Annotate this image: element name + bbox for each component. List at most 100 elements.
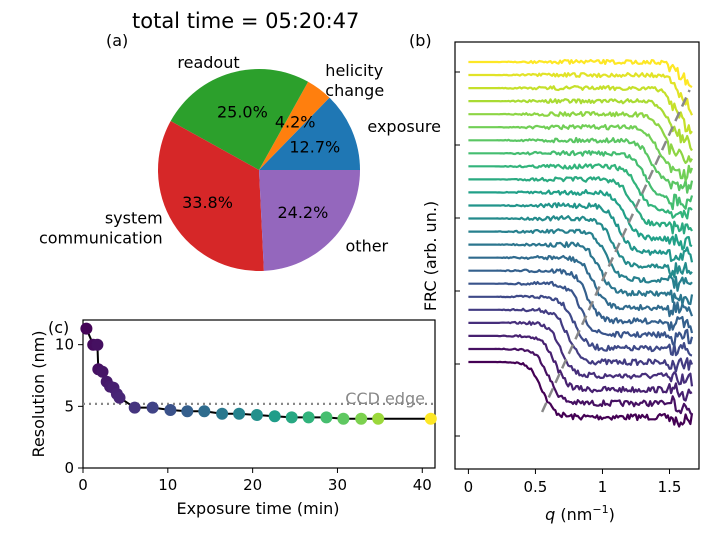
- frc-dashed-trend-line: [540, 89, 691, 413]
- resolution-point: [250, 409, 263, 421]
- resolution-y-ticks: 0 5 10: [55, 336, 83, 477]
- pie-title: total time = 05:20:47: [132, 9, 359, 33]
- pie-labels: 12.7% exposure 4.2% helicity change 25.0% read…: [39, 53, 441, 255]
- resolution-point: [320, 411, 333, 424]
- frc-curve: [468, 136, 694, 194]
- pie-slices: [157, 69, 360, 272]
- panel-b-axes-frame: [454, 41, 700, 470]
- resolution-point: [128, 401, 141, 414]
- frc-x-tick-label: 1.5: [658, 478, 682, 496]
- frc-curve: [468, 110, 693, 164]
- pie-label-helicity-change: helicity change: [325, 61, 384, 100]
- resolution-point: [113, 391, 126, 404]
- pie-pct-label-helicity-change: 4.2%: [275, 112, 316, 131]
- frc-curve: [468, 202, 694, 263]
- pie-label-line: readout: [177, 53, 239, 72]
- frc-curve: [468, 360, 694, 428]
- pie-label-system-communication: system communication: [39, 209, 163, 248]
- resolution-point: [355, 412, 368, 425]
- resolution-y-tick-label: 0: [64, 459, 74, 477]
- resolution-point: [233, 407, 246, 420]
- pie-label-exposure: exposure: [367, 117, 441, 136]
- resolution-point: [268, 410, 281, 423]
- frc-curve: [468, 84, 693, 135]
- frc-curve: [468, 123, 694, 182]
- panel-c-resolution-chart: (c) CCD edge 0 10 20 30 40 0 5 10 Exposure tim…: [29, 318, 437, 518]
- resolution-x-tick-label: 0: [78, 476, 88, 494]
- frc-curves: [468, 58, 694, 428]
- pie-label-readout: readout: [177, 53, 239, 72]
- resolution-point: [285, 411, 298, 424]
- frc-x-tick-label: 0: [464, 478, 474, 496]
- pie-slice-readout: [170, 69, 309, 170]
- frc-curve: [468, 189, 693, 251]
- pie-slice-other: [259, 170, 360, 271]
- pie-label-line: helicity: [325, 61, 383, 80]
- pie-label-other: other: [346, 237, 389, 256]
- frc-y-ticks: [455, 71, 460, 437]
- frc-curve: [468, 98, 693, 152]
- panel-c-axes-frame: [82, 319, 436, 469]
- frc-x-axis-unit-close: ): [609, 505, 615, 524]
- resolution-point: [80, 322, 93, 335]
- resolution-x-tick-label: 20: [243, 476, 262, 494]
- pie-label-line: other: [346, 237, 389, 256]
- resolution-x-tick-label: 40: [413, 476, 432, 494]
- panel-c-label: (c): [48, 318, 69, 337]
- frc-curve: [468, 320, 694, 387]
- pie-slice-helicity-change: [259, 81, 330, 170]
- frc-x-tick-label: 1: [598, 478, 608, 496]
- frc-curve: [468, 241, 694, 306]
- pie-slice-system-communication: [157, 121, 264, 272]
- resolution-point: [91, 338, 104, 351]
- frc-x-tick-label: 0.5: [524, 478, 548, 496]
- resolution-point: [337, 412, 350, 425]
- frc-curve: [468, 215, 693, 279]
- frc-curve: [468, 163, 693, 220]
- pie-pct-label-exposure: 12.7%: [289, 137, 340, 156]
- frc-curve: [468, 334, 693, 402]
- frc-curve: [468, 280, 694, 347]
- frc-x-axis-var: q: [545, 505, 555, 524]
- panel-b-label: (b): [409, 31, 432, 50]
- frc-y-axis-label: FRC (arb. un.): [421, 201, 440, 311]
- resolution-point: [96, 365, 109, 378]
- resolution-point: [181, 405, 194, 418]
- panel-a-label: (a): [106, 31, 128, 50]
- frc-curve: [468, 228, 693, 292]
- frc-curve: [468, 176, 693, 235]
- resolution-point: [302, 411, 315, 424]
- resolution-point: [216, 407, 229, 420]
- resolution-y-tick-label: 5: [64, 397, 74, 415]
- frc-curve: [468, 71, 694, 116]
- frc-x-ticks: 0 0.5 1 1.5: [464, 469, 682, 496]
- frc-x-axis-unit: (nm: [555, 505, 592, 524]
- frc-curve: [468, 254, 694, 318]
- frc-curve: [468, 307, 694, 373]
- frc-curve: [468, 268, 694, 334]
- resolution-x-axis-label: Exposure time (min): [176, 499, 339, 518]
- pie-label-line: system: [105, 209, 163, 228]
- frc-curve: [468, 58, 693, 89]
- resolution-x-tick-label: 30: [328, 476, 347, 494]
- ccd-edge-label: CCD edge: [345, 389, 425, 408]
- pie-slice-exposure: [259, 97, 360, 170]
- pie-label-line: change: [325, 81, 384, 100]
- frc-curve: [468, 294, 693, 357]
- pie-pct-label-system-communication: 33.8%: [182, 193, 233, 212]
- resolution-points: [80, 322, 437, 425]
- pie-label-line: communication: [39, 229, 163, 248]
- resolution-y-axis-label: Resolution (nm): [29, 331, 48, 458]
- pie-label-line: exposure: [367, 117, 441, 136]
- pie-pct-label-readout: 25.0%: [217, 103, 268, 122]
- resolution-point: [372, 412, 385, 425]
- frc-curve: [468, 149, 694, 211]
- resolution-y-tick-label: 10: [55, 336, 74, 354]
- pie-pct-label-other: 24.2%: [277, 203, 328, 222]
- frc-curve: [468, 347, 693, 416]
- panel-b-frc-chart: (b) 0 0.5 1 1.5 q (nm−1) FRC (arb. un.): [409, 31, 700, 524]
- panel-a-pie-chart: (a) total time = 05:20:47 12.7% exposure 4…: [39, 9, 441, 272]
- resolution-point: [164, 404, 177, 416]
- frc-x-axis-label: q (nm−1): [545, 503, 615, 524]
